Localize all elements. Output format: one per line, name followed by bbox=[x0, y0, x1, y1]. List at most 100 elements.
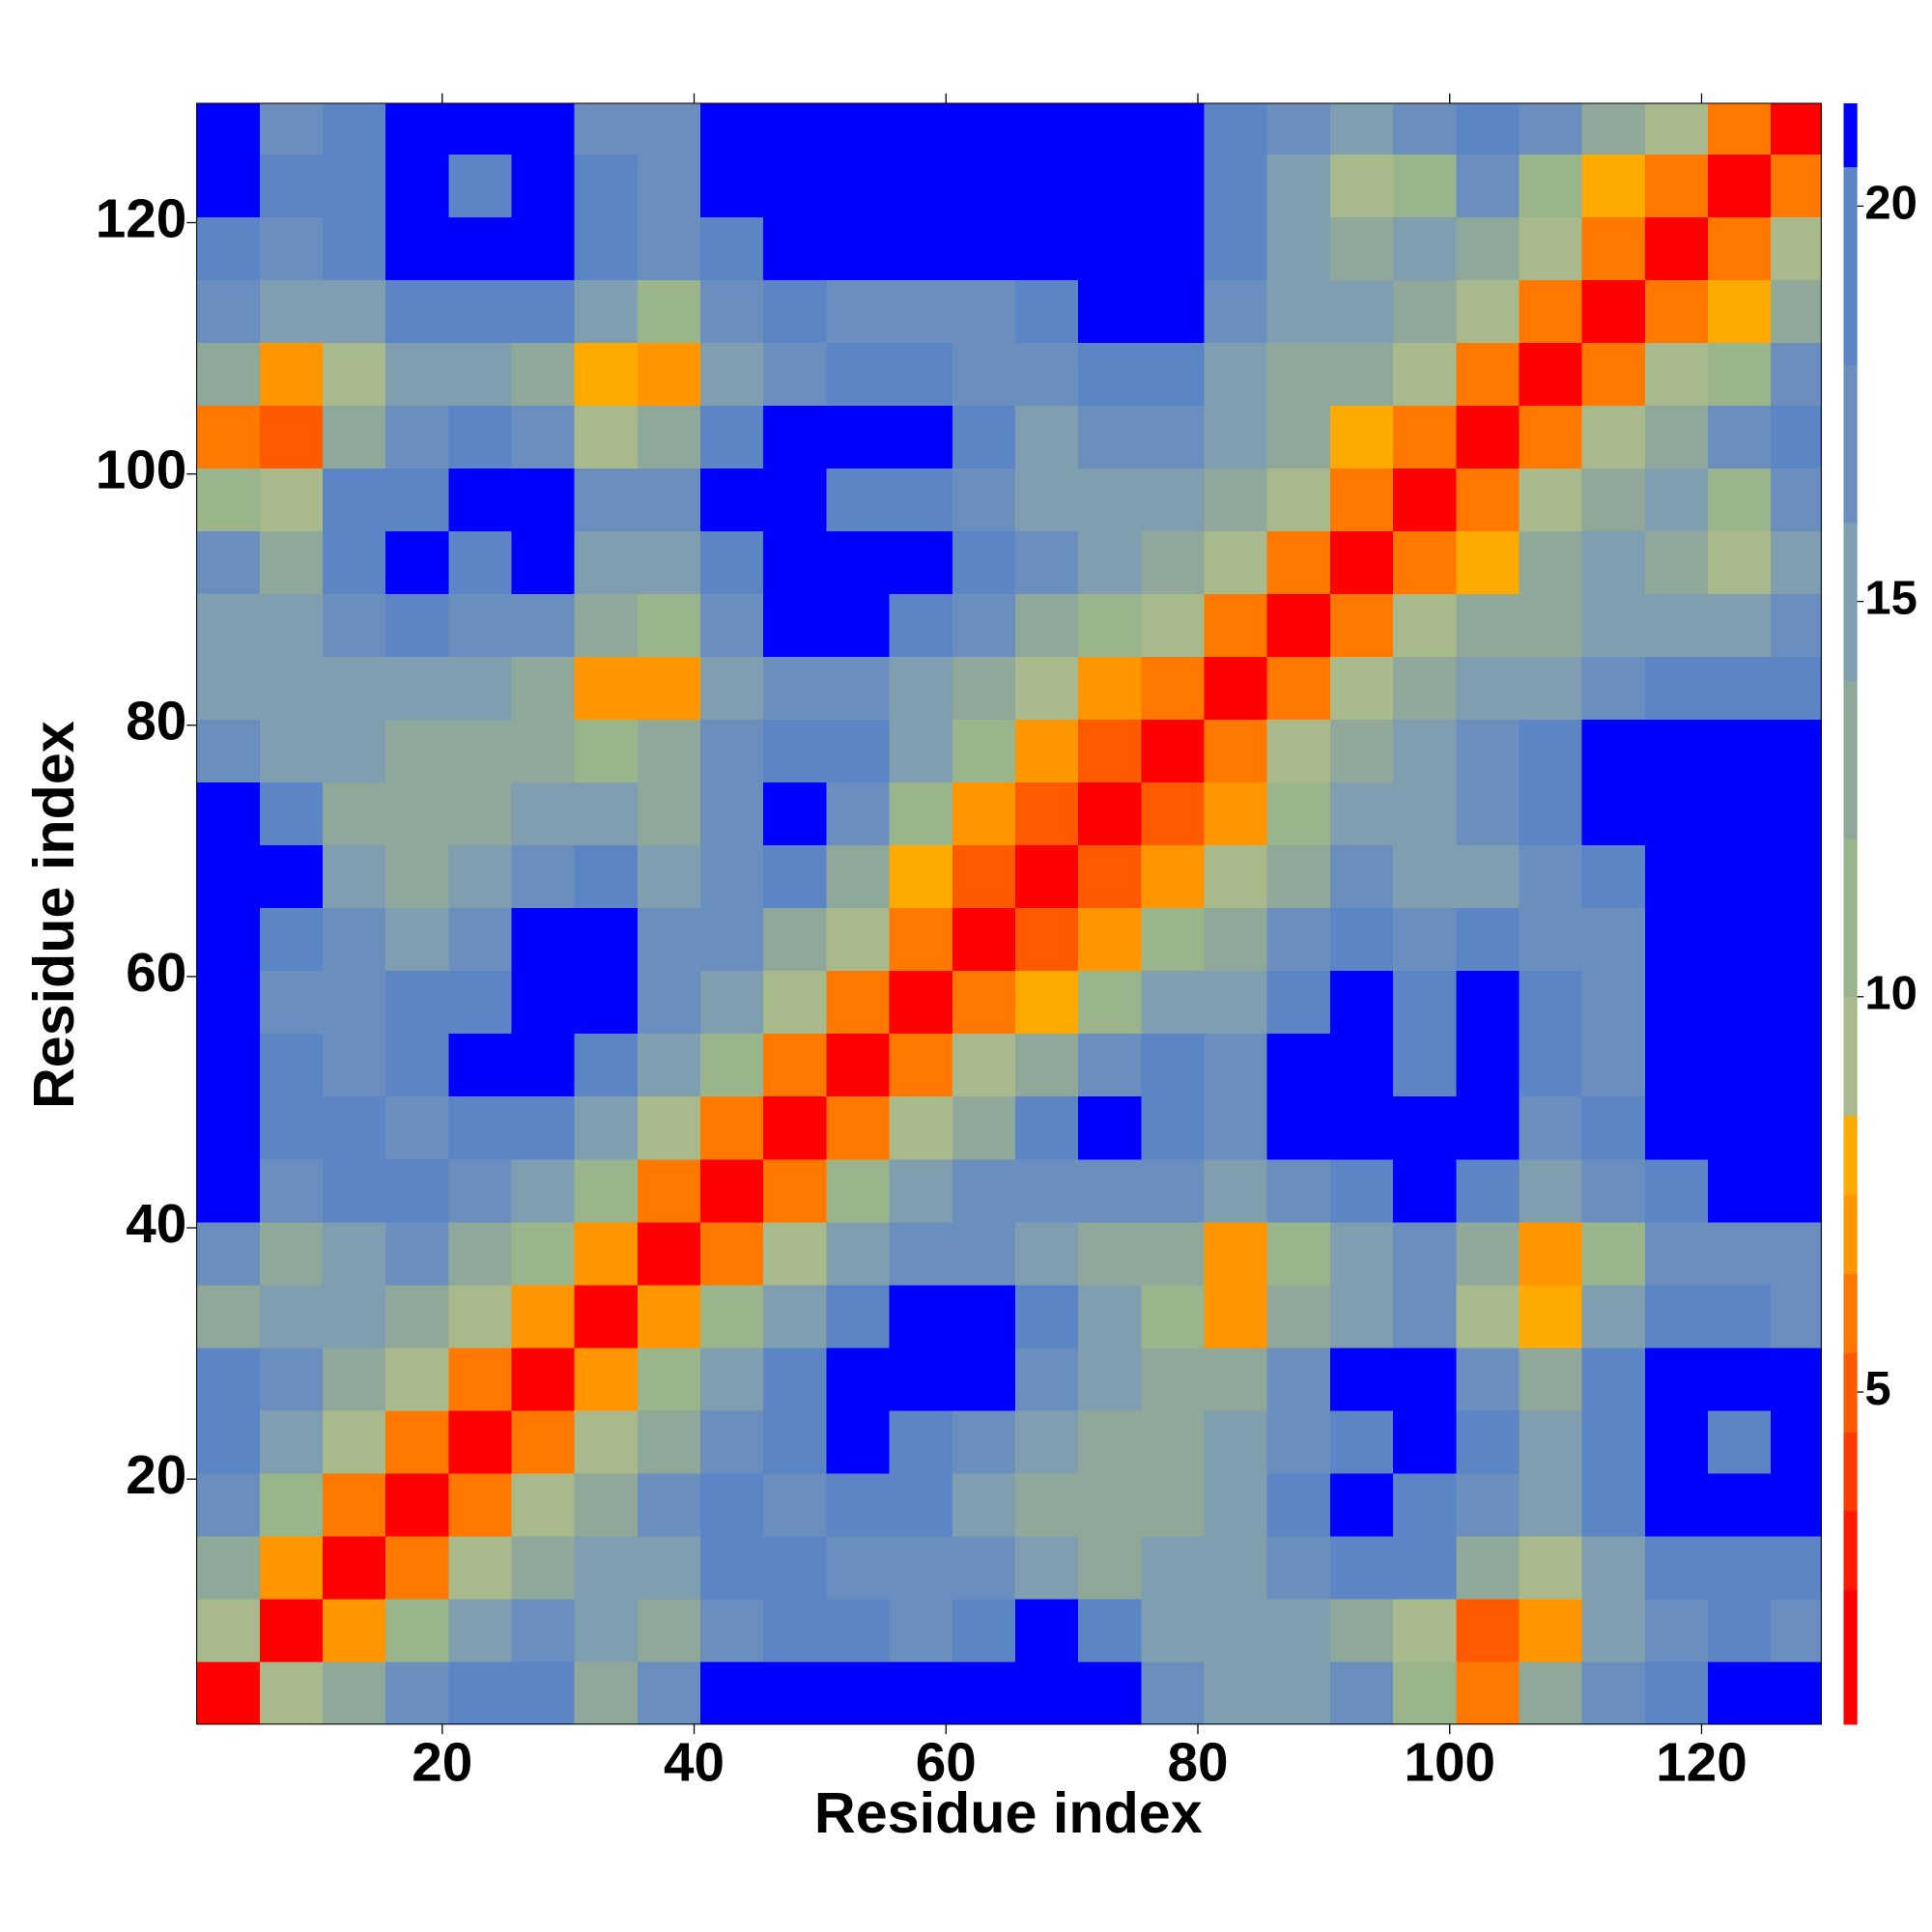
heatmap-cell bbox=[574, 656, 639, 721]
heatmap-cell bbox=[1456, 1284, 1520, 1349]
heatmap-cell bbox=[1141, 279, 1206, 343]
heatmap-cell bbox=[637, 719, 701, 783]
colorbar-band bbox=[1843, 1273, 1858, 1353]
heatmap-cell bbox=[1707, 216, 1772, 280]
heatmap-cell bbox=[196, 907, 261, 972]
heatmap-cell bbox=[511, 530, 576, 594]
x-tick-label: 20 bbox=[412, 1733, 472, 1794]
heatmap-cell bbox=[1771, 1221, 1823, 1286]
heatmap-cell bbox=[952, 1598, 1016, 1662]
heatmap-cell bbox=[700, 468, 765, 531]
heatmap-cell bbox=[763, 1661, 828, 1725]
heatmap-cell bbox=[259, 530, 324, 594]
heatmap-cell bbox=[1078, 102, 1143, 155]
heatmap-cell bbox=[889, 656, 953, 721]
colorbar-tick-label: 5 bbox=[1864, 1363, 1890, 1415]
heatmap-cell bbox=[196, 1284, 261, 1349]
heatmap-cell bbox=[1141, 102, 1206, 155]
x-tick-label: 120 bbox=[1656, 1733, 1747, 1794]
heatmap-cell bbox=[637, 1158, 701, 1223]
heatmap-cell bbox=[574, 405, 639, 469]
heatmap-cell bbox=[1771, 781, 1823, 846]
heatmap-cell bbox=[259, 1409, 324, 1474]
heatmap-cell bbox=[889, 468, 953, 531]
heatmap-cell bbox=[826, 1033, 891, 1097]
heatmap-cell bbox=[1141, 1409, 1206, 1474]
heatmap-cell bbox=[1456, 1158, 1520, 1223]
heatmap-cell bbox=[1329, 907, 1394, 972]
heatmap-cell bbox=[1078, 1409, 1143, 1474]
heatmap-cell bbox=[574, 593, 639, 658]
colorbar-band bbox=[1843, 1352, 1858, 1433]
colorbar-band bbox=[1843, 838, 1858, 998]
heatmap-cell bbox=[1393, 907, 1458, 972]
heatmap-cell bbox=[952, 405, 1016, 469]
heatmap-cell bbox=[574, 153, 639, 217]
heatmap-cell bbox=[1519, 1661, 1583, 1725]
heatmap-cell bbox=[574, 102, 639, 155]
heatmap-cell bbox=[1141, 844, 1206, 909]
heatmap-cell bbox=[1644, 279, 1709, 343]
heatmap-cell bbox=[1204, 1284, 1268, 1349]
x-tick-label: 60 bbox=[916, 1733, 977, 1794]
heatmap-cell bbox=[952, 1535, 1016, 1600]
heatmap-cell bbox=[1644, 1033, 1709, 1097]
heatmap-cell bbox=[700, 593, 765, 658]
heatmap-cell bbox=[511, 1598, 576, 1662]
heatmap-cell bbox=[700, 405, 765, 469]
heatmap-cell bbox=[1329, 1472, 1394, 1537]
heatmap-cell bbox=[1141, 970, 1206, 1035]
heatmap-cell bbox=[1329, 279, 1394, 343]
heatmap-cell bbox=[826, 342, 891, 406]
heatmap-cell bbox=[826, 153, 891, 217]
heatmap-cell bbox=[1456, 1598, 1520, 1662]
heatmap-cell bbox=[196, 781, 261, 846]
heatmap-cell bbox=[1456, 656, 1520, 721]
heatmap-cell bbox=[763, 1221, 828, 1286]
heatmap-cell bbox=[1707, 844, 1772, 909]
heatmap-cell bbox=[511, 1409, 576, 1474]
heatmap-cell bbox=[385, 1158, 450, 1223]
heatmap-cell bbox=[1519, 530, 1583, 594]
heatmap-cell bbox=[952, 216, 1016, 280]
heatmap-cell bbox=[826, 216, 891, 280]
heatmap-cell bbox=[574, 1095, 639, 1160]
heatmap-cell bbox=[1329, 530, 1394, 594]
heatmap-cell bbox=[1266, 216, 1331, 280]
heatmap-cell bbox=[574, 530, 639, 594]
heatmap-cell bbox=[1644, 844, 1709, 909]
heatmap-cell bbox=[1078, 530, 1143, 594]
heatmap-cell bbox=[889, 1095, 953, 1160]
heatmap-cell bbox=[889, 1472, 953, 1537]
heatmap-cell bbox=[826, 530, 891, 594]
heatmap-cell bbox=[1141, 405, 1206, 469]
heatmap-cell bbox=[259, 1661, 324, 1725]
heatmap-cell bbox=[1519, 1221, 1583, 1286]
heatmap-cell bbox=[1266, 1661, 1331, 1725]
heatmap-cell bbox=[1014, 656, 1079, 721]
heatmap-cell bbox=[1266, 844, 1331, 909]
heatmap-cell bbox=[1329, 1535, 1394, 1600]
heatmap-cell bbox=[1519, 781, 1583, 846]
heatmap-cell bbox=[763, 1535, 828, 1600]
heatmap-cell bbox=[1141, 781, 1206, 846]
colorbar-band bbox=[1843, 1194, 1858, 1274]
heatmap-cell bbox=[196, 216, 261, 280]
heatmap-cell bbox=[322, 1598, 386, 1662]
heatmap-cell bbox=[952, 1347, 1016, 1411]
heatmap-cell bbox=[1581, 279, 1646, 343]
heatmap-cell bbox=[322, 1033, 386, 1097]
heatmap-cell bbox=[1771, 405, 1823, 469]
heatmap-cell bbox=[700, 1158, 765, 1223]
heatmap-cell bbox=[1078, 907, 1143, 972]
heatmap-cell bbox=[1581, 405, 1646, 469]
heatmap-cell bbox=[1078, 1033, 1143, 1097]
heatmap-cell bbox=[1519, 1347, 1583, 1411]
heatmap-cell bbox=[1581, 1033, 1646, 1097]
heatmap-cell bbox=[826, 1158, 891, 1223]
heatmap-cell bbox=[1078, 970, 1143, 1035]
heatmap-cell bbox=[826, 1347, 891, 1411]
heatmap-cell bbox=[1141, 216, 1206, 280]
heatmap-cell bbox=[1329, 970, 1394, 1035]
heatmap-cell bbox=[1581, 844, 1646, 909]
